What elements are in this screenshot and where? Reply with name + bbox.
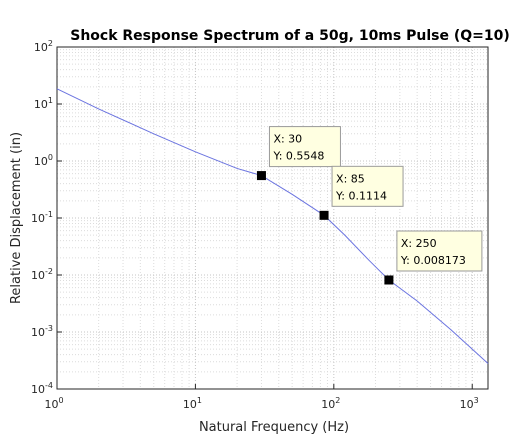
datatip-y-label: Y: 0.5548 (272, 150, 324, 163)
datatip-marker (256, 171, 266, 181)
datatip-box (396, 230, 483, 272)
y-tick-label: 102 (34, 39, 53, 54)
grid (56, 46, 488, 390)
y-tick-label: 10-2 (31, 267, 53, 282)
x-tick-label: 101 (183, 396, 202, 411)
y-tick-label: 100 (34, 153, 53, 168)
datatip-box (331, 165, 404, 207)
x-tick-label: 100 (44, 396, 63, 411)
x-tick-label: 102 (321, 396, 340, 411)
y-tick-label: 101 (34, 96, 53, 111)
datatip: X: 30 Y: 0.5548 (256, 126, 341, 181)
datatip-y-label: Y: 0.008173 (400, 254, 466, 267)
datatip-marker (319, 210, 329, 220)
datatip-x-label: X: 250 (401, 237, 437, 250)
y-tick-label: 10-3 (31, 324, 53, 339)
datatip-x-label: X: 85 (336, 172, 365, 185)
ticks: 100 101 102 103 10-4 10-3 10-2 10-1 100 101 102 (31, 39, 479, 411)
datatip-marker (384, 275, 394, 285)
chart-title: Shock Response Spectrum of a 50g, 10ms P… (70, 28, 510, 44)
x-axis-label: Natural Frequency (Hz) (199, 420, 349, 435)
datatip-x-label: X: 30 (273, 133, 302, 146)
annotations: X: 30 Y: 0.5548 X: 85 Y: 0.1114 X: 250 Y: 0.0… (256, 126, 483, 285)
datatip-y-label: Y: 0.1114 (335, 189, 387, 202)
y-axis-label: Relative Displacement (in) (9, 132, 24, 304)
datatip: X: 85 Y: 0.1114 (319, 165, 404, 220)
datatip: X: 250 Y: 0.008173 (384, 230, 483, 285)
x-tick-label: 103 (460, 396, 479, 411)
y-tick-label: 10-1 (31, 210, 53, 225)
datatip-box (268, 126, 341, 168)
y-tick-label: 10-4 (31, 381, 53, 396)
